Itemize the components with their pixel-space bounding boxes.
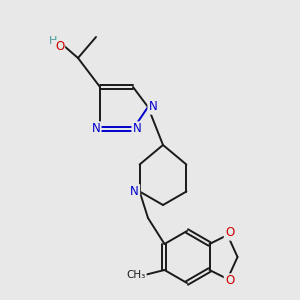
Text: O: O <box>56 40 64 53</box>
Text: N: N <box>148 100 158 113</box>
Text: N: N <box>130 185 139 198</box>
Text: O: O <box>225 226 234 239</box>
Text: N: N <box>133 122 141 136</box>
Text: N: N <box>92 122 100 136</box>
Text: O: O <box>225 274 234 287</box>
Text: H: H <box>49 36 57 46</box>
Text: CH₃: CH₃ <box>127 270 146 280</box>
